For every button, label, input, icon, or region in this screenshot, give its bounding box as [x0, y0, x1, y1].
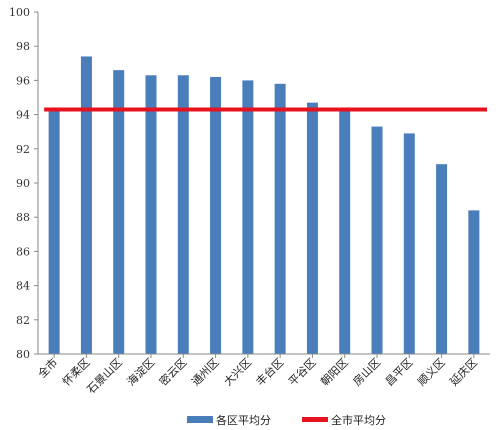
x-tick-label: 平谷区: [286, 356, 319, 389]
legend-swatch-line: [302, 417, 328, 422]
bar: [274, 83, 286, 354]
y-tick-label: 86: [16, 245, 30, 258]
bar: [403, 133, 415, 354]
x-tick-label: 石景山区: [85, 356, 125, 396]
x-tick-label: 全市: [35, 355, 60, 380]
bar: [468, 210, 480, 354]
x-tick-label: 房山区: [351, 356, 384, 389]
legend-label-line: 全市平均分: [331, 413, 386, 427]
bar: [436, 164, 448, 354]
x-tick-label: 海淀区: [124, 355, 157, 388]
y-tick-label: 88: [16, 211, 30, 224]
bar: [145, 75, 157, 355]
y-tick-label: 98: [16, 40, 30, 53]
y-tick-label: 90: [16, 177, 30, 190]
legend-label-bar: 各区平均分: [216, 413, 271, 427]
bar: [80, 56, 92, 355]
bar: [306, 102, 318, 354]
x-tick-label: 昌平区: [383, 356, 416, 389]
x-tick-label: 朝阳区: [318, 356, 351, 389]
x-tick-label: 丰台区: [253, 355, 286, 388]
y-tick-label: 80: [16, 348, 30, 361]
x-tick-label: 大兴区: [221, 355, 254, 388]
y-tick-label: 92: [16, 143, 30, 156]
bars-group: [48, 56, 480, 355]
bar: [339, 109, 351, 354]
y-tick-label: 100: [9, 6, 30, 19]
x-tick-label: 通州区: [189, 356, 222, 389]
legend-swatch-bar: [187, 416, 213, 423]
x-tick-label: 密云区: [156, 355, 189, 388]
x-tick-label: 延庆区: [447, 355, 480, 388]
bar: [371, 126, 383, 354]
x-axis: 全市 怀柔区石景山区 海淀区 密云区 通州区 大兴区 丰台区 平谷区 朝阳区 房山区 昌平区 顺义区延…: [35, 353, 490, 396]
y-tick-label: 84: [16, 280, 30, 293]
bar: [210, 76, 222, 354]
y-tick-label: 96: [16, 74, 30, 87]
y-tick-label: 94: [16, 109, 30, 122]
bar: [113, 70, 125, 354]
bar: [242, 80, 254, 355]
y-axis: 80 82 84 86 88 90 92 94 96 98 100: [9, 6, 39, 361]
x-tick-label: 顺义区: [415, 356, 448, 389]
legend: 各区平均分 全市平均分: [187, 413, 386, 427]
bar: [177, 75, 189, 355]
y-tick-label: 82: [16, 314, 30, 327]
bar: [48, 109, 60, 354]
